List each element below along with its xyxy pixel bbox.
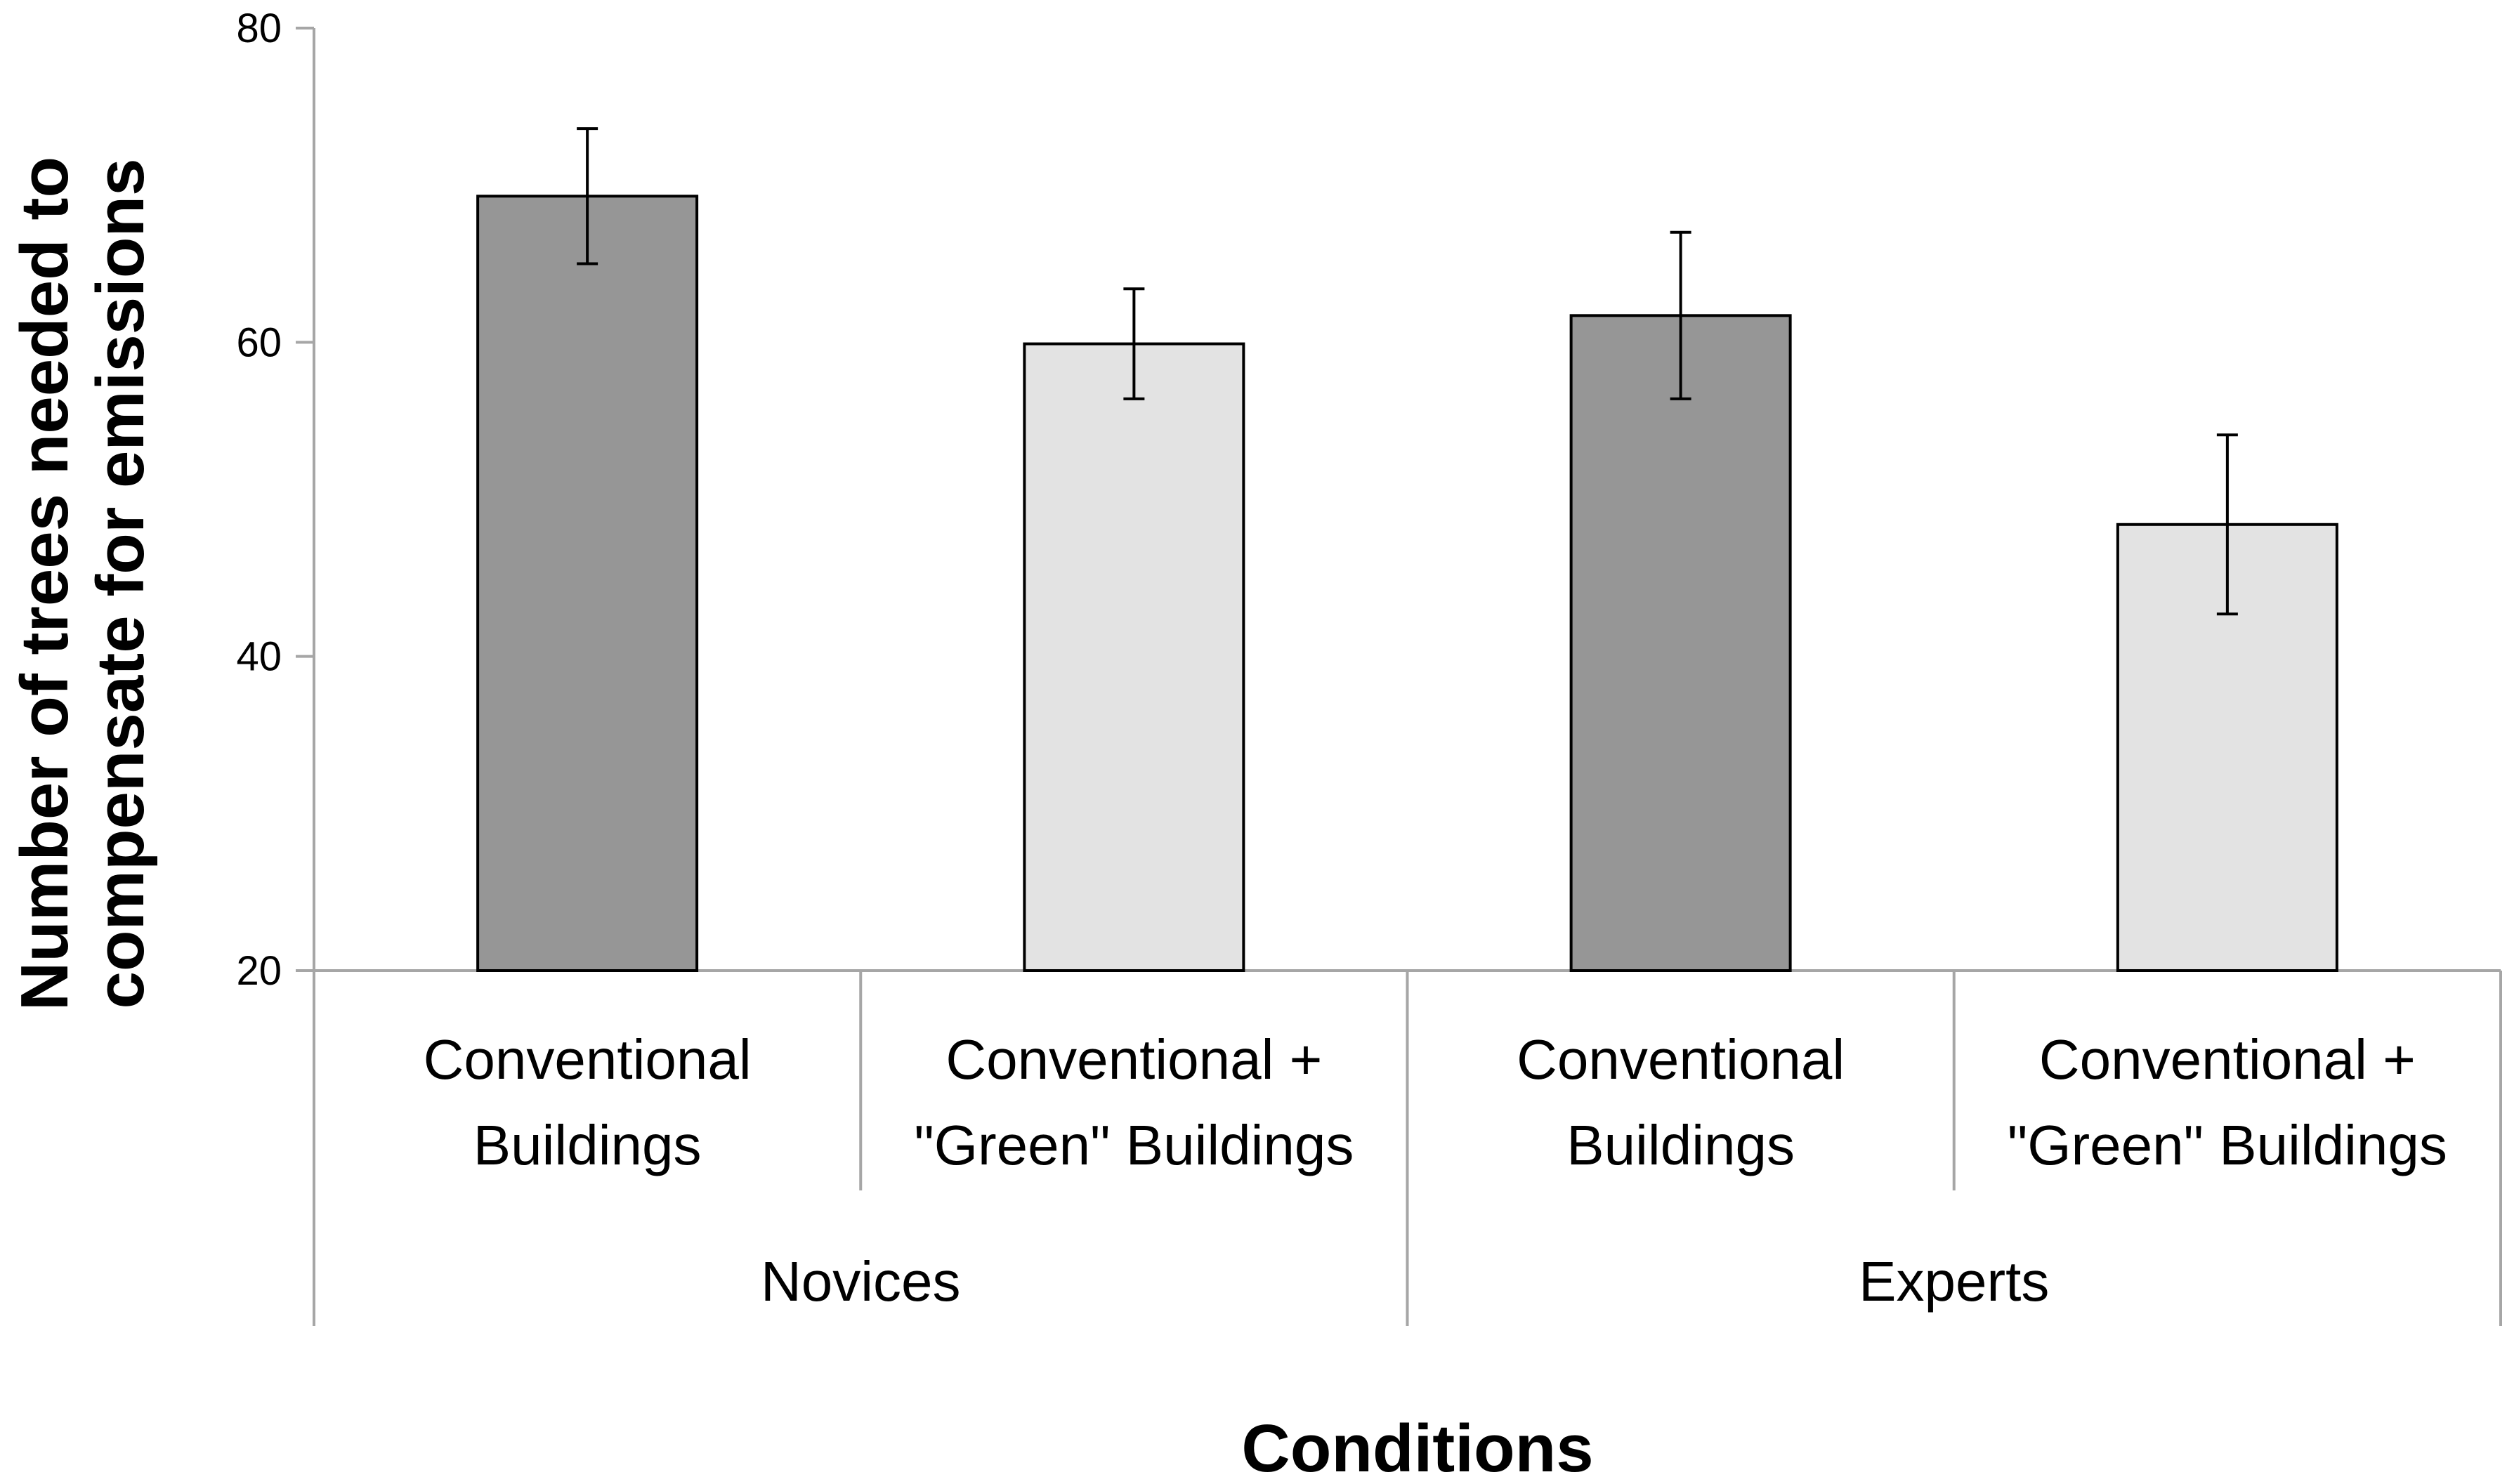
group-label: Experts [1859,1250,2049,1313]
bar [1569,314,1792,972]
category-label: "Green" Buildings [2008,1114,2447,1176]
category-label: Conventional + [945,1028,1322,1091]
y-tick-label: 60 [236,320,282,365]
x-axis-title: Conditions [1241,1411,1593,1484]
category-label: Conventional + [2039,1028,2416,1091]
category-label: Buildings [473,1114,702,1176]
y-axis-title: Number of trees needed tocompensate for … [7,157,158,1011]
category-label: Buildings [1566,1114,1795,1176]
y-axis-title-line: Number of trees needed to [7,157,82,1011]
category-label: Conventional [424,1028,752,1091]
group-label: Novices [761,1250,961,1313]
y-tick-label: 80 [236,6,282,51]
bar [476,195,699,972]
labels: 20 40 60 80 Conventional Buildings Conventiona… [236,6,2447,1313]
category-label: Conventional [1517,1028,1845,1091]
bars [476,127,2338,972]
bar [1023,342,1245,972]
y-axis-title-line: compensate for emissions [83,158,158,1009]
y-tick-label: 20 [236,948,282,994]
y-tick-label: 40 [236,634,282,680]
category-label: "Green" Buildings [914,1114,1354,1176]
